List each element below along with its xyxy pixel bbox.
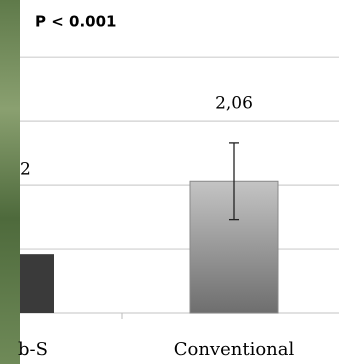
x-tick-label: Conventional (174, 339, 295, 360)
background-photo-strip (0, 0, 20, 364)
value-label-partial: 2 (20, 160, 31, 180)
bar (20, 254, 54, 313)
value-label: 2,06 (215, 94, 253, 114)
chart-title: P < 0.001 (35, 13, 116, 31)
x-tick-label: b-S (18, 339, 48, 360)
